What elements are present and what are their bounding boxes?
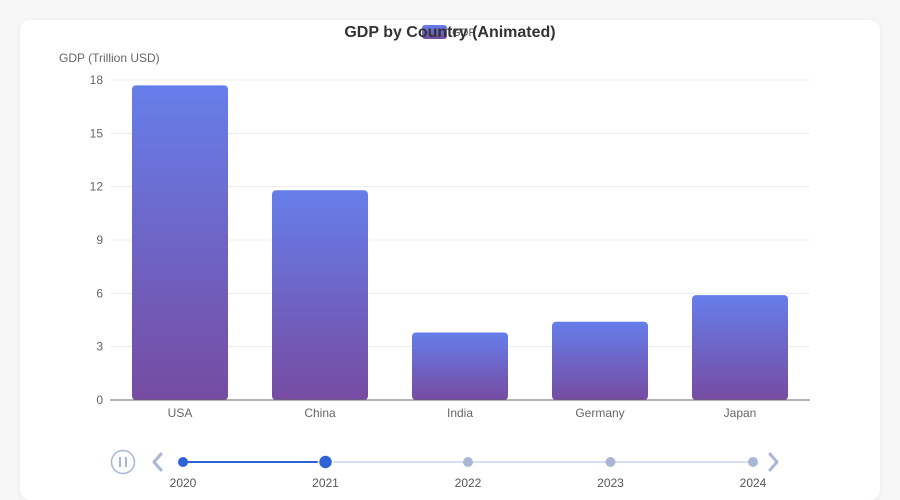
timeline: 2020 2021 2022 2023 2024 [110, 449, 779, 490]
legend-swatch [422, 25, 447, 39]
y-tick-label: 6 [96, 286, 103, 300]
axes: 0 3 6 9 12 15 18 USA China India Germany Japan [90, 73, 810, 420]
chevron-left-icon[interactable] [152, 452, 163, 472]
timeline-point-2020[interactable] [178, 457, 188, 467]
bar-china[interactable] [272, 190, 368, 400]
timeline-year-label: 2021 [312, 476, 339, 490]
x-tick-label: Germany [575, 406, 624, 420]
chart-card: 0 3 6 9 12 15 18 USA China India Germany Japan GDP … [20, 20, 880, 500]
pause-bar-left [119, 457, 121, 467]
bar-japan[interactable] [692, 295, 788, 400]
timeline-year-label: 2024 [740, 476, 767, 490]
bar-india[interactable] [412, 332, 508, 400]
x-tick-label: Japan [724, 406, 757, 420]
pause-bar-right [125, 457, 127, 467]
timeline-points: 2020 2021 2022 2023 2024 [170, 454, 767, 490]
y-tick-label: 0 [96, 393, 103, 407]
y-tick-label: 15 [90, 126, 104, 140]
timeline-year-label: 2020 [170, 476, 197, 490]
play-pause-button[interactable] [110, 449, 136, 475]
bar-germany[interactable] [552, 321, 648, 400]
x-tick-label: India [447, 406, 473, 420]
x-tick-label: USA [168, 406, 193, 420]
timeline-year-label: 2022 [455, 476, 482, 490]
timeline-point-2022[interactable] [463, 457, 473, 467]
bar-usa[interactable] [132, 85, 228, 400]
legend-label: GDP [452, 27, 476, 39]
y-tick-label: 9 [96, 233, 103, 247]
y-tick-label: 18 [90, 73, 104, 87]
y-tick-label: 12 [90, 180, 104, 194]
chart-canvas: 0 3 6 9 12 15 18 USA China India Germany Japan GDP … [59, 24, 810, 490]
pause-icon [110, 449, 136, 475]
bars [132, 85, 788, 400]
y-axis-title: GDP (Trillion USD) [59, 51, 160, 65]
timeline-point-2023[interactable] [605, 457, 616, 467]
x-tick-label: China [304, 406, 336, 420]
chevron-right-icon[interactable] [768, 452, 779, 472]
timeline-point-2024[interactable] [748, 457, 758, 467]
chart-title: GDP by Country (Animated) [344, 24, 555, 41]
timeline-year-label: 2023 [597, 476, 624, 490]
timeline-point-2021[interactable] [317, 454, 334, 470]
y-tick-label: 3 [96, 340, 103, 354]
legend[interactable]: GDP [422, 25, 476, 39]
